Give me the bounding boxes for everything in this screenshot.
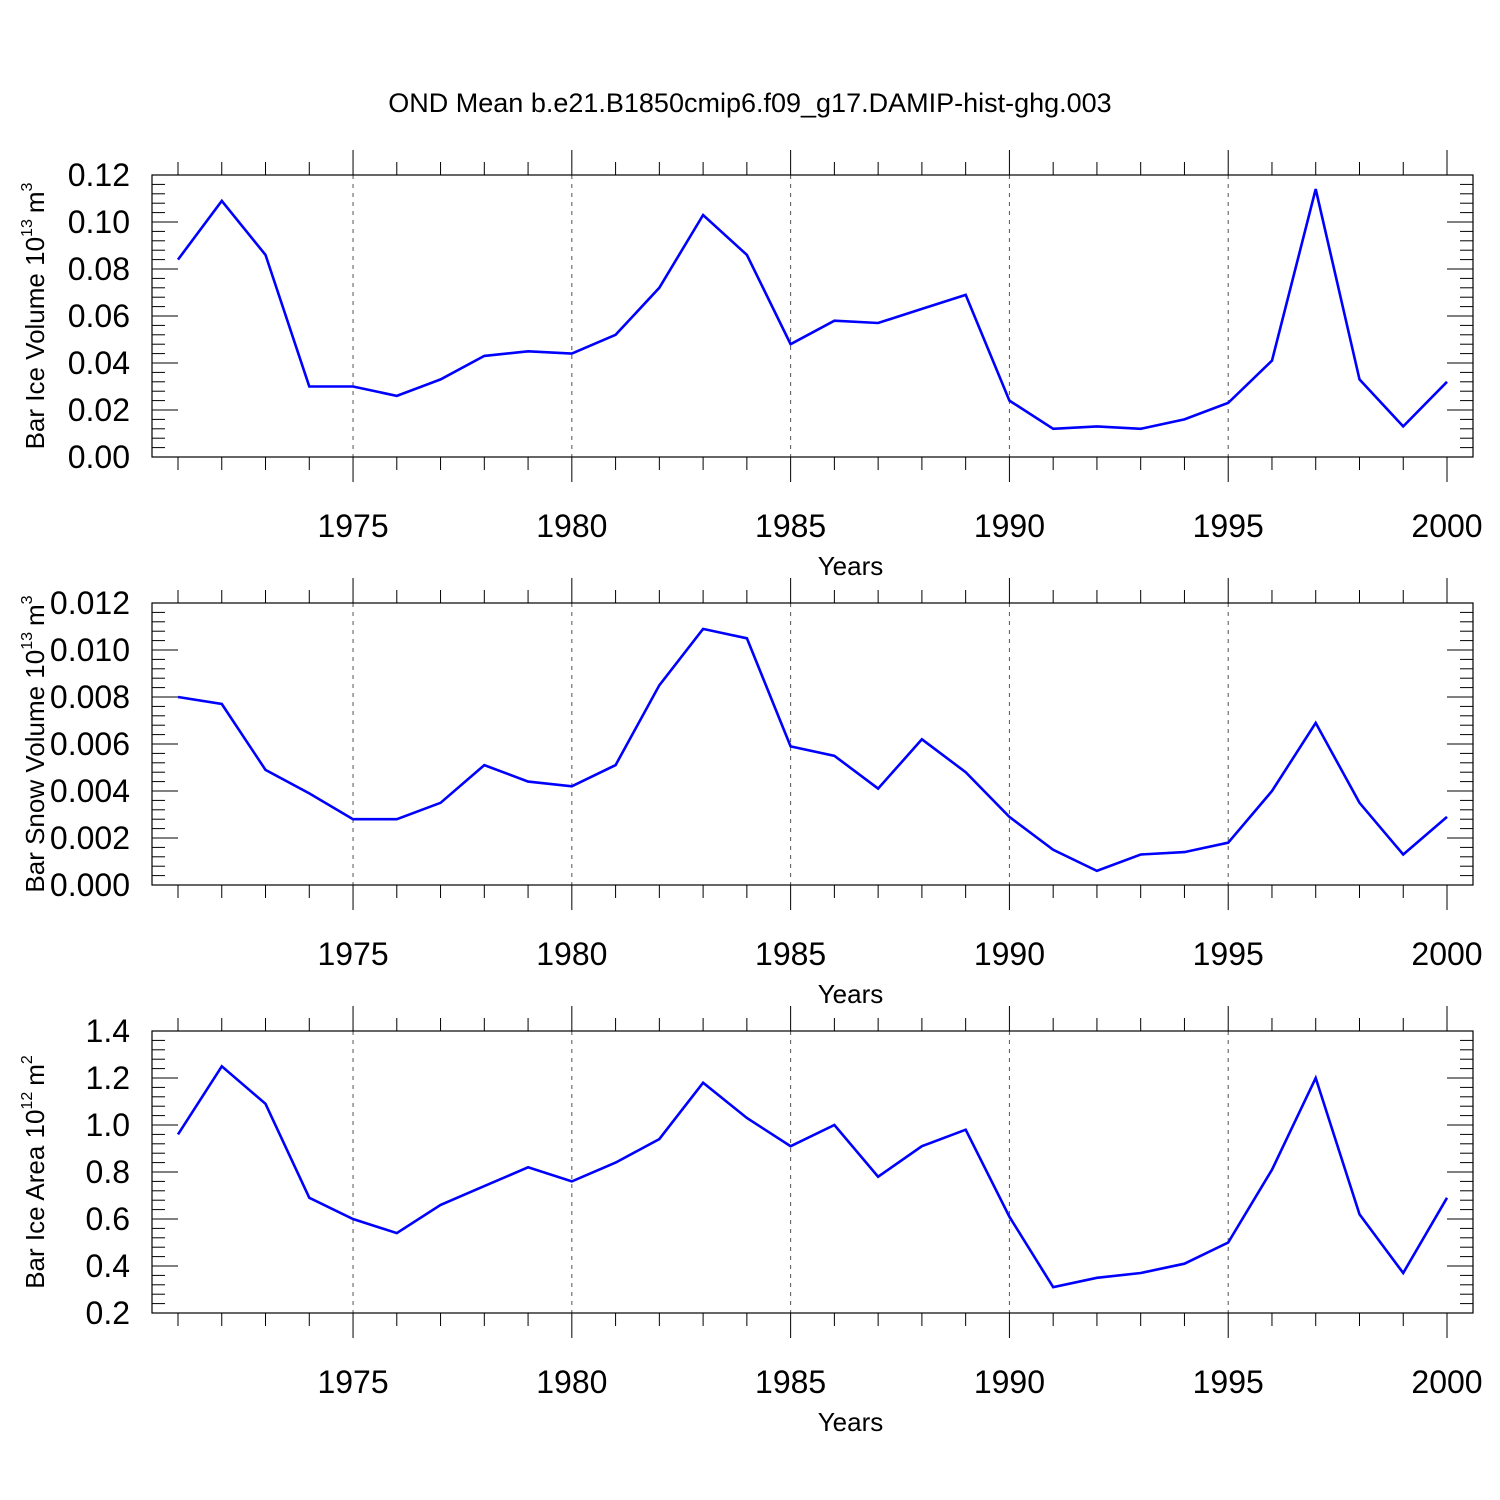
x-tick-label: 1985 xyxy=(755,1364,826,1400)
y-axis-label: Bar Ice Area 1012 m2 xyxy=(19,1055,50,1289)
y-axis-label: Bar Ice Volume 1013 m3 xyxy=(19,182,50,449)
y-axis-label-unit-exponent: 3 xyxy=(19,595,36,604)
x-tick-label: 1980 xyxy=(536,1364,607,1400)
y-tick-label: 0.002 xyxy=(50,820,130,856)
panel-1: 1975 1980 1985 1990 1995 2000 Years 0.00 0.02 0.0… xyxy=(19,150,1483,581)
y-tick-label: 0.000 xyxy=(50,867,130,903)
y-axis-label-exponent: 13 xyxy=(19,632,36,650)
y-tick-label: 0.012 xyxy=(50,585,130,621)
y-tick-label: 0.4 xyxy=(86,1248,130,1284)
plot-frame xyxy=(151,174,1474,458)
x-tick-label: 1975 xyxy=(317,1364,388,1400)
plot-frame xyxy=(151,602,1474,886)
x-tick-label: 1995 xyxy=(1193,1364,1264,1400)
y-tick-label: 0.06 xyxy=(68,298,130,334)
panel-3: 1975 1980 1985 1990 1995 2000 Years 0.2 0.4 0.6 0.… xyxy=(19,1006,1483,1437)
x-tick-label: 2000 xyxy=(1411,508,1482,544)
x-tick-label: 2000 xyxy=(1411,1364,1482,1400)
x-tick-label: 2000 xyxy=(1411,936,1482,972)
x-tick-label: 1990 xyxy=(974,936,1045,972)
y-tick-label: 0.010 xyxy=(50,632,130,668)
y-axis-label-exponent: 13 xyxy=(19,219,36,237)
series-line xyxy=(176,1064,1449,1289)
x-tick-label: 1985 xyxy=(755,936,826,972)
x-tick-label: 1975 xyxy=(317,508,388,544)
panel-2: 1975 1980 1985 1990 1995 2000 Years 0.000 0.002 0… xyxy=(19,578,1483,1009)
x-tick-label: 1980 xyxy=(536,508,607,544)
y-tick-label: 0.004 xyxy=(50,773,130,809)
y-axis-label-unit: m xyxy=(20,604,50,626)
y-axis-label-main: Bar Ice Area 10 xyxy=(20,1110,50,1289)
x-axis-label: Years xyxy=(818,1407,884,1437)
x-tick-label: 1985 xyxy=(755,508,826,544)
figure-title: OND Mean b.e21.B1850cmip6.f09_g17.DAMIP-… xyxy=(388,88,1111,118)
x-tick-label: 1990 xyxy=(974,1364,1045,1400)
y-tick-label: 0.02 xyxy=(68,392,130,428)
y-tick-label: 0.08 xyxy=(68,251,130,287)
y-tick-label: 0.04 xyxy=(68,345,130,381)
y-axis-label-unit-exponent: 3 xyxy=(19,182,36,191)
y-tick-label: 0.008 xyxy=(50,679,130,715)
x-tick-label: 1975 xyxy=(317,936,388,972)
panels: 1975 1980 1985 1990 1995 2000 Years 0.00 0.02 0.0… xyxy=(19,150,1483,1437)
y-axis-label-exponent: 12 xyxy=(19,1092,36,1110)
y-tick-label: 0.2 xyxy=(86,1295,130,1331)
y-tick-label: 0.12 xyxy=(68,157,130,193)
y-tick-label: 0.00 xyxy=(68,439,130,475)
y-tick-label: 1.2 xyxy=(86,1060,130,1096)
y-axis-label-unit: m xyxy=(20,1064,50,1086)
y-tick-label: 0.6 xyxy=(86,1201,130,1237)
series-line xyxy=(176,188,1448,431)
y-axis-label-unit: m xyxy=(20,191,50,213)
y-axis-label-main: Bar Snow Volume 10 xyxy=(20,650,50,893)
x-tick-label: 1995 xyxy=(1193,508,1264,544)
y-tick-label: 1.0 xyxy=(86,1107,130,1143)
y-axis-label-unit-exponent: 2 xyxy=(19,1055,36,1064)
series-line xyxy=(177,627,1448,873)
x-tick-label: 1995 xyxy=(1193,936,1264,972)
y-axis-label-main: Bar Ice Volume 10 xyxy=(20,237,50,449)
y-tick-label: 0.8 xyxy=(86,1154,130,1190)
y-tick-label: 0.10 xyxy=(68,204,130,240)
x-tick-label: 1990 xyxy=(974,508,1045,544)
y-tick-label: 0.006 xyxy=(50,726,130,762)
x-tick-label: 1980 xyxy=(536,936,607,972)
x-axis-label: Years xyxy=(818,551,884,581)
x-axis-label: Years xyxy=(818,979,884,1009)
y-tick-label: 1.4 xyxy=(86,1013,130,1049)
plot-frame xyxy=(151,1030,1474,1314)
y-axis-label: Bar Snow Volume 1013 m3 xyxy=(19,595,50,892)
